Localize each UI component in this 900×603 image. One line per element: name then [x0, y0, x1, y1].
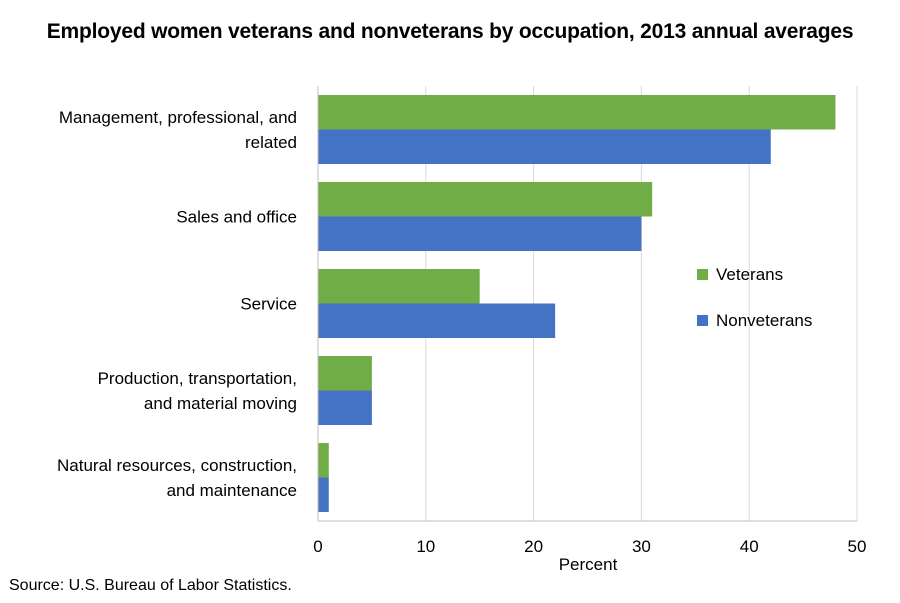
category-label-line: related: [245, 133, 297, 152]
category-label-line: and material moving: [144, 394, 297, 413]
category-label-line: and maintenance: [167, 481, 297, 500]
source-note: Source: U.S. Bureau of Labor Statistics.: [9, 577, 292, 594]
x-tick-label-30: 30: [632, 537, 651, 556]
legend: Veterans Nonveterans: [697, 265, 812, 330]
legend-label-nonveterans: Nonveterans: [716, 311, 812, 330]
category-label-line: Natural resources, construction,: [57, 456, 297, 475]
bar-nonveterans-0: [318, 129, 771, 164]
bar-nonveterans-1: [318, 216, 642, 251]
tick-labels: 0 10 20 30 40 50: [313, 537, 866, 556]
category-labels: Management, professional, and related Sale…: [57, 108, 297, 500]
legend-swatch-veterans: [697, 269, 708, 280]
chart-title: Employed women veterans and nonveterans …: [46, 20, 854, 43]
category-label-2: Service: [240, 295, 297, 314]
x-tick-label-20: 20: [524, 537, 543, 556]
x-tick-label-10: 10: [416, 537, 435, 556]
bar-veterans-3: [318, 356, 372, 391]
category-label-1: Sales and office: [176, 208, 297, 227]
legend-swatch-nonveterans: [697, 315, 708, 326]
bar-veterans-4: [318, 443, 329, 478]
x-tick-label-40: 40: [740, 537, 759, 556]
legend-label-veterans: Veterans: [716, 265, 783, 284]
category-label-line: Production, transportation,: [98, 369, 297, 388]
category-label-line: Management, professional, and: [59, 108, 297, 127]
category-label-line: Sales and office: [176, 208, 297, 227]
x-axis-title: Percent: [559, 555, 618, 574]
bar-nonveterans-3: [318, 390, 372, 425]
x-tick-label-0: 0: [313, 537, 322, 556]
bar-veterans-1: [318, 182, 653, 217]
category-label-3: Production, transportation, and material …: [98, 369, 297, 413]
axes: [317, 86, 857, 522]
bar-nonveterans-4: [318, 477, 329, 512]
category-label-line: Service: [240, 295, 297, 314]
category-label-0: Management, professional, and related: [59, 108, 297, 152]
bar-nonveterans-2: [318, 303, 556, 338]
category-label-4: Natural resources, construction, and main…: [57, 456, 297, 500]
bar-veterans-2: [318, 269, 480, 304]
bars: [318, 95, 836, 512]
bar-veterans-0: [318, 95, 836, 130]
x-tick-label-50: 50: [848, 537, 867, 556]
